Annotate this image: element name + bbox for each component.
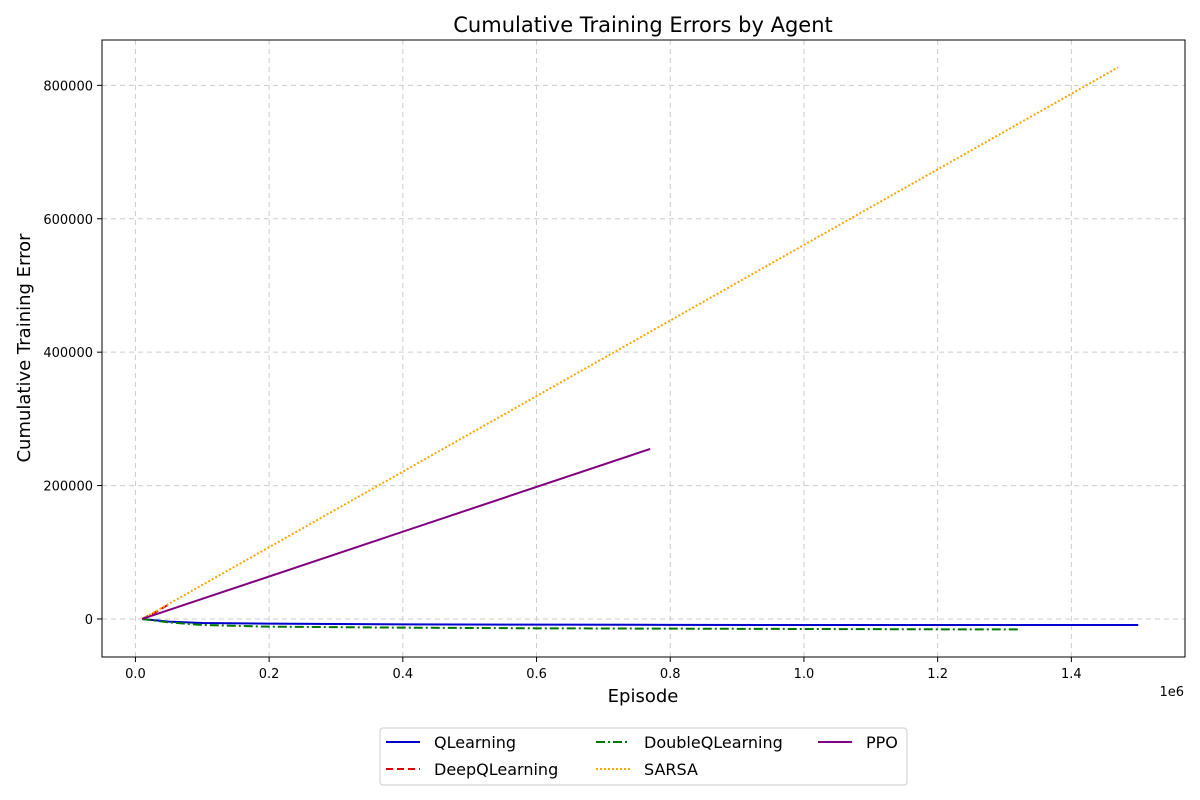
x-axis-label: Episode xyxy=(608,686,679,707)
x-tick-label: 1.2 xyxy=(927,667,948,682)
chart-title: Cumulative Training Errors by Agent xyxy=(453,13,832,37)
y-tick-label: 0 xyxy=(85,613,93,628)
legend-label: DoubleQLearning xyxy=(644,733,783,752)
x-tick-label: 1.0 xyxy=(794,667,815,682)
x-tick-label: 0.2 xyxy=(259,667,280,682)
legend: QLearning DeepQLearning DoubleQLearning SAR… xyxy=(379,727,908,786)
x-axis: 0.0 0.2 0.4 0.6 0.8 1.0 1.2 1.4 xyxy=(125,657,1082,682)
series-line-sarsa xyxy=(141,66,1119,620)
plot-frame xyxy=(101,39,1186,658)
y-tick-label: 400000 xyxy=(43,346,93,361)
series-layer xyxy=(141,66,1139,631)
series-line-ppo xyxy=(141,447,651,620)
y-axis-label: Cumulative Training Error xyxy=(14,233,35,463)
x-tick-label: 0.0 xyxy=(125,667,146,682)
x-tick-label: 1.4 xyxy=(1061,667,1082,682)
y-tick-label: 600000 xyxy=(43,213,93,228)
grid xyxy=(102,40,1185,657)
legend-label: SARSA xyxy=(644,760,698,779)
y-axis: 0 200000 400000 600000 800000 xyxy=(43,79,102,628)
series-line-doubleqlearning xyxy=(141,617,1018,631)
legend-label: DeepQLearning xyxy=(434,760,558,779)
legend-label: QLearning xyxy=(434,733,516,752)
x-tick-label: 0.4 xyxy=(392,667,413,682)
x-tick-label: 0.6 xyxy=(526,667,547,682)
y-tick-label: 800000 xyxy=(43,79,93,94)
x-tick-label: 0.8 xyxy=(660,667,681,682)
series-line-qlearning xyxy=(142,617,1139,626)
y-tick-label: 200000 xyxy=(43,480,93,495)
legend-label: PPO xyxy=(866,733,898,752)
x-offset-label: 1e6 xyxy=(1159,685,1184,700)
legend-frame xyxy=(379,727,908,786)
